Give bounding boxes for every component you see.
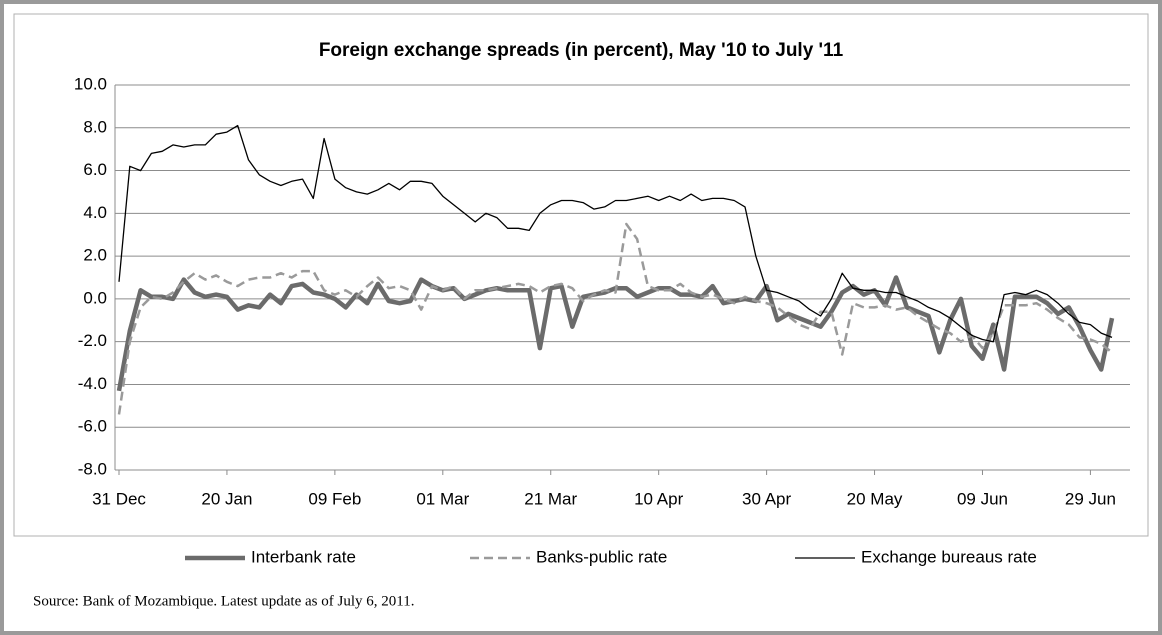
y-tick-label: -6.0 bbox=[78, 417, 107, 436]
x-tick-label: 29 Jun bbox=[1065, 489, 1116, 508]
chart-title: Foreign exchange spreads (in percent), M… bbox=[319, 40, 844, 61]
series-line bbox=[118, 124, 1113, 343]
y-tick-label: -8.0 bbox=[78, 459, 107, 478]
y-tick-label: 2.0 bbox=[83, 246, 107, 265]
x-tick-label: 20 Jan bbox=[201, 489, 252, 508]
series-line bbox=[117, 222, 1113, 415]
x-tick-label: 31 Dec bbox=[92, 489, 146, 508]
y-tick-label: 0.0 bbox=[83, 288, 107, 307]
y-tick-label: 4.0 bbox=[83, 203, 107, 222]
series-line bbox=[116, 275, 1115, 392]
x-tick-label: 09 Feb bbox=[308, 489, 361, 508]
x-tick-label: 09 Jun bbox=[957, 489, 1008, 508]
legend-label: Interbank rate bbox=[251, 547, 356, 566]
x-tick-label: 10 Apr bbox=[634, 489, 683, 508]
legend-label: Exchange bureaus rate bbox=[861, 547, 1037, 566]
x-tick-label: 01 Mar bbox=[416, 489, 469, 508]
y-tick-label: 8.0 bbox=[83, 117, 107, 136]
source-note: Source: Bank of Mozambique. Latest updat… bbox=[33, 593, 414, 609]
x-tick-label: 21 Mar bbox=[524, 489, 577, 508]
x-tick-label: 30 Apr bbox=[742, 489, 791, 508]
y-tick-label: -2.0 bbox=[78, 331, 107, 350]
chart-border bbox=[13, 13, 1149, 537]
y-tick-label: -4.0 bbox=[78, 374, 107, 393]
x-tick-label: 20 May bbox=[847, 489, 903, 508]
legend-label: Banks-public rate bbox=[536, 547, 667, 566]
y-tick-label: 10.0 bbox=[74, 74, 107, 93]
y-tick-label: 6.0 bbox=[83, 160, 107, 179]
